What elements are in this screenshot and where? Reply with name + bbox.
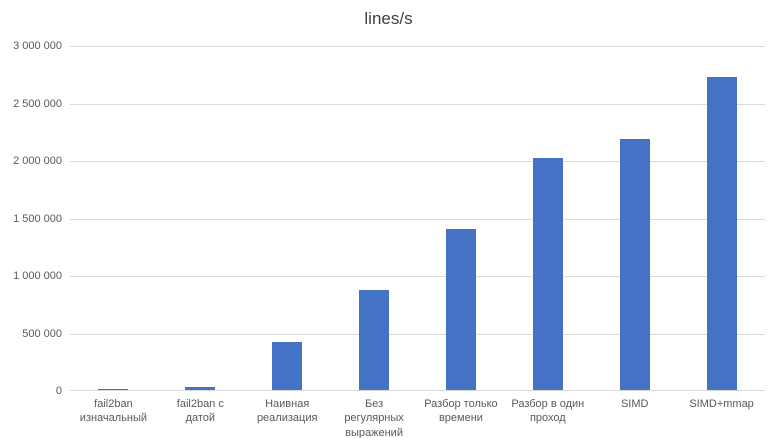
x-tick-label: SIMD+mmap — [689, 398, 754, 410]
bar-slot — [244, 342, 331, 390]
chart-title: lines/s — [364, 9, 413, 28]
gridline — [70, 103, 765, 105]
bar-slot — [157, 387, 244, 390]
x-tick-label: SIMD — [620, 398, 649, 410]
y-tick-label: 500 000 — [22, 327, 62, 340]
x-tick-label: Без регулярных выражений — [344, 398, 404, 438]
bars-row — [70, 46, 765, 390]
gridline — [70, 333, 765, 335]
gridline — [70, 161, 765, 162]
y-tick-label: 2 500 000 — [13, 97, 62, 110]
bar-slot — [504, 158, 591, 390]
y-tick-label: 2 000 000 — [13, 155, 62, 167]
bar-slot — [418, 229, 505, 390]
x-axis-labels: fail2ban изначальный fail2ban с датой Наив… — [70, 397, 765, 438]
y-tick-label: 3 000 000 — [13, 40, 62, 52]
bar-1 — [98, 389, 129, 390]
y-axis-labels: 0 500 000 1 000 000 1 500 000 2 000 000 2 500… — [0, 40, 62, 397]
gridline — [70, 46, 765, 47]
x-tick-label: Разбор только времени — [424, 398, 498, 425]
bar-2 — [185, 387, 216, 390]
gridline — [70, 276, 765, 277]
x-tick-label: fail2ban с датой — [176, 398, 224, 425]
bar-7 — [619, 139, 650, 390]
bar-slot — [678, 77, 765, 390]
bar-6 — [532, 158, 563, 390]
x-tick-label: Наивная реализация — [256, 398, 318, 425]
y-tick-label: 0 — [55, 385, 62, 397]
bar-3 — [272, 342, 303, 390]
bar-8 — [706, 77, 737, 390]
x-tick-label: Разбор в один проход — [511, 398, 585, 425]
bar-slot — [591, 139, 678, 390]
bar-slot — [70, 389, 157, 390]
plot-area — [70, 46, 765, 391]
bar-4 — [359, 290, 390, 390]
y-tick-label: 1 500 000 — [13, 212, 62, 225]
gridline — [70, 218, 765, 220]
x-tick-label: fail2ban изначальный — [79, 398, 148, 425]
bar-5 — [445, 229, 476, 390]
y-tick-label: 1 000 000 — [13, 270, 62, 282]
bar-slot — [331, 290, 418, 390]
